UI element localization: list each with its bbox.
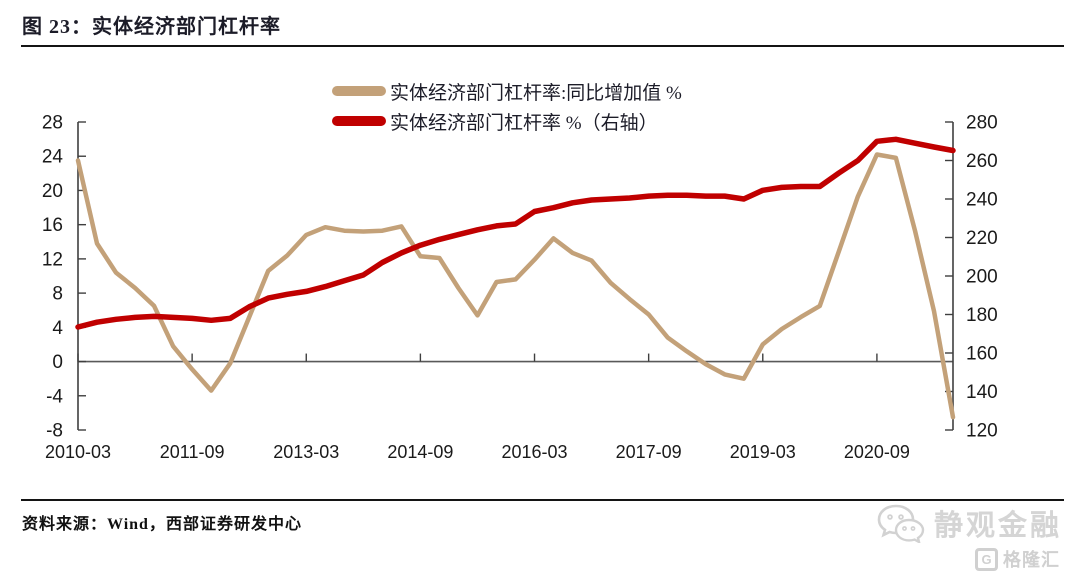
right-axis-tick-label: 180 <box>966 305 998 326</box>
x-axis-tick-label: 2010-03 <box>45 442 111 462</box>
right-axis-tick-label: 200 <box>966 267 998 288</box>
left-axis-tick-label: 8 <box>52 284 63 305</box>
right-axis-tick-label: 220 <box>966 228 998 249</box>
right-axis-tick-label: 140 <box>966 382 998 403</box>
source-note: 资料来源：Wind，西部证券研发中心 <box>22 516 302 533</box>
legend-swatch-yoy-icon <box>332 86 386 96</box>
title-divider <box>21 45 1064 47</box>
left-axis-tick-label: 4 <box>52 318 63 339</box>
left-axis-tick-label: -4 <box>46 386 63 407</box>
x-axis-tick-label: 2011-09 <box>160 442 225 462</box>
right-axis-tick-label: 260 <box>966 151 998 172</box>
legend-item-level: 实体经济部门杠杆率 %（右轴） <box>332 106 682 136</box>
watermark-brand-text: 静观金融 <box>933 510 1062 542</box>
x-axis-tick-label: 2016-03 <box>501 442 567 462</box>
series-line-level <box>75 136 956 330</box>
x-axis-tick-label: 2017-09 <box>616 442 682 462</box>
page-title: 图 23：实体经济部门杠杆率 <box>22 16 281 38</box>
left-axis-tick-label: 24 <box>42 147 64 168</box>
left-axis-tick-label: 16 <box>42 215 63 236</box>
left-axis-tick-label: -8 <box>46 421 63 442</box>
watermark-brand-row: 静观金融 <box>802 502 1062 544</box>
chart-legend: 实体经济部门杠杆率:同比增加值 % 实体经济部门杠杆率 %（右轴） <box>332 76 682 136</box>
watermark-logo-row: G 格隆汇 <box>802 546 1062 572</box>
right-axis-tick-label: 120 <box>966 421 998 442</box>
right-axis-tick-label: 280 <box>966 113 998 134</box>
left-axis-tick-label: 12 <box>42 249 63 270</box>
gelonghui-logo-icon: G <box>975 547 998 571</box>
legend-item-yoy: 实体经济部门杠杆率:同比增加值 % <box>332 76 682 106</box>
x-axis-tick-label: 2019-03 <box>730 442 796 462</box>
legend-label-level: 实体经济部门杠杆率 %（右轴） <box>390 112 658 134</box>
wechat-chat-bubbles-icon <box>877 504 925 543</box>
left-axis-tick-label: 28 <box>42 113 63 134</box>
watermark: 静观金融 G 格隆汇 <box>802 502 1062 572</box>
series-line-yoy <box>75 152 956 420</box>
legend-swatch-level-icon <box>332 116 386 126</box>
right-axis-tick-label: 240 <box>966 190 998 211</box>
x-axis-tick-label: 2014-09 <box>387 442 453 462</box>
legend-label-yoy: 实体经济部门杠杆率:同比增加值 % <box>390 82 682 104</box>
footer-divider <box>21 499 1064 501</box>
x-axis-tick-label: 2020-09 <box>844 442 910 462</box>
watermark-logo-text: 格隆汇 <box>1003 550 1060 570</box>
right-axis-tick-label: 160 <box>966 344 998 365</box>
left-axis-tick-label: 0 <box>52 352 63 373</box>
x-axis-tick-label: 2013-03 <box>273 442 339 462</box>
left-axis-tick-label: 20 <box>42 181 63 202</box>
